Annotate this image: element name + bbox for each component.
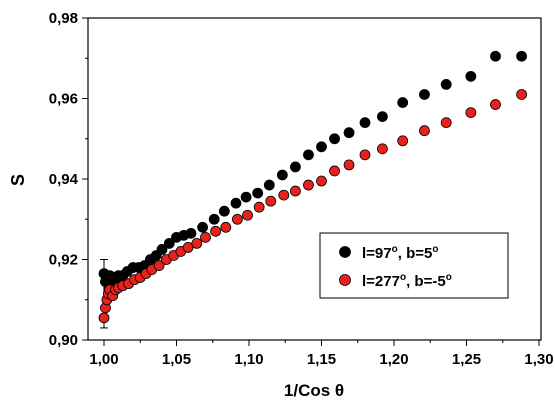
data-point: [465, 107, 477, 118]
data-point: [316, 141, 327, 153]
x-tick-label: 1,25: [452, 351, 481, 368]
data-point: [303, 179, 314, 191]
data-point: [156, 244, 168, 255]
data-point: [265, 195, 277, 207]
data-point: [289, 161, 301, 173]
data-point: [185, 227, 197, 239]
legend-label-series-1: l=97o, b=5o: [362, 244, 438, 262]
data-point: [359, 117, 371, 129]
data-point: [303, 149, 314, 161]
y-tick-label: 0,90: [49, 332, 78, 349]
y-tick-label: 0,98: [49, 10, 78, 27]
x-tick-label: 1,15: [307, 351, 336, 368]
data-point: [343, 127, 355, 139]
data-point: [263, 179, 275, 191]
data-point: [231, 213, 243, 225]
plot-frame: [87, 17, 542, 341]
y-tick-label: 0,96: [49, 91, 78, 108]
series-2: [98, 89, 527, 324]
data-point: [230, 197, 242, 209]
x-tick-label: 1,20: [379, 351, 408, 368]
legend: l=97o, b=5o l=277o, b=-5o: [319, 232, 509, 299]
data-point: [220, 221, 232, 233]
data-point: [516, 89, 527, 100]
y-tick-label: 0,94: [49, 171, 79, 188]
legend-box: [319, 232, 509, 299]
y-tick-label: 0,92: [49, 252, 78, 269]
x-tick-label: 1,00: [89, 351, 118, 368]
data-point: [376, 111, 388, 123]
data-point: [419, 89, 430, 100]
data-point: [440, 117, 452, 129]
data-point: [359, 149, 371, 161]
data-point: [329, 165, 340, 177]
x-tick-label: 1,10: [234, 351, 263, 368]
data-point: [329, 133, 340, 145]
data-point: [182, 242, 194, 253]
x-tick-label: 1,05: [162, 351, 191, 368]
data-point: [200, 231, 211, 243]
data-point: [197, 221, 209, 233]
x-axis-label: 1/Cos θ: [284, 381, 344, 400]
data-point: [465, 70, 477, 82]
data-point: [397, 97, 409, 108]
legend-label-series-2: l=277o, b=-5o: [362, 272, 452, 290]
data-point: [516, 50, 527, 62]
data-series: [98, 50, 527, 324]
data-point: [242, 209, 253, 221]
legend-marker-series-1: [339, 246, 351, 258]
data-point: [397, 135, 409, 147]
x-tick-label: 1,30: [524, 351, 553, 368]
data-point: [316, 175, 327, 187]
data-point: [191, 237, 203, 249]
data-point: [278, 189, 290, 201]
data-point: [253, 201, 265, 213]
data-point: [343, 159, 355, 171]
data-point: [419, 125, 430, 137]
data-point: [490, 50, 501, 62]
data-point: [163, 237, 175, 249]
data-point: [153, 260, 165, 271]
axis-ticks: 1,00 1,05 1,10 1,15 1,20 1,25 1,30 0,90 0,92 0,94…: [49, 10, 554, 368]
data-point: [490, 99, 501, 110]
data-point: [376, 143, 388, 155]
legend-marker-series-2: [339, 274, 351, 286]
series-1: [98, 50, 527, 290]
data-point: [289, 185, 301, 197]
data-point: [240, 191, 252, 203]
data-point: [218, 205, 230, 217]
data-point: [98, 312, 110, 324]
y-axis-label: S: [8, 174, 28, 186]
data-point: [208, 213, 220, 225]
data-point: [210, 225, 222, 237]
data-point: [252, 187, 264, 199]
data-point: [276, 169, 288, 181]
data-point: [440, 79, 452, 90]
